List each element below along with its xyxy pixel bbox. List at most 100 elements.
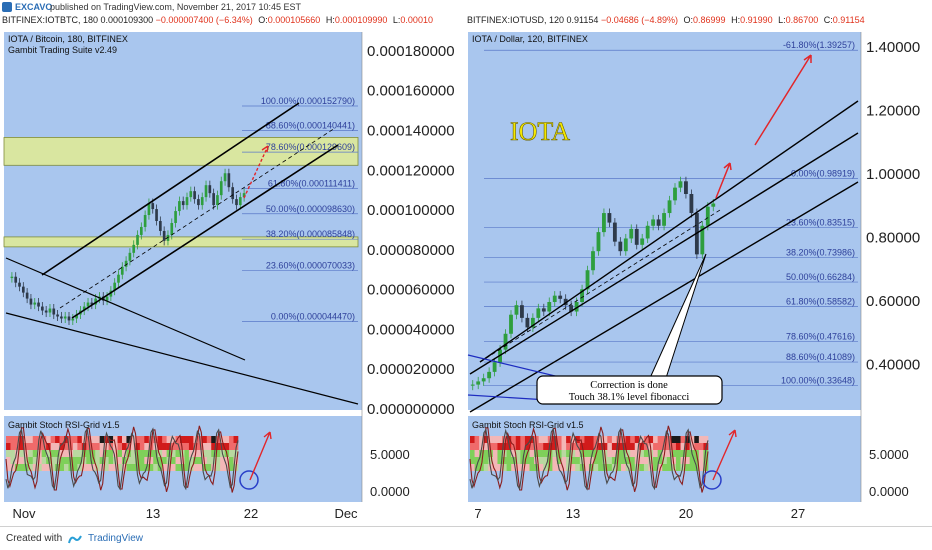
left-heat-cell [64,443,69,450]
left-heat-cell [104,450,109,457]
left-heat-cell [197,450,203,457]
right-heat-cell [529,436,535,443]
right-heat-cell [515,457,521,464]
left-low: 0.00010 [400,15,433,25]
left-heat-cell [23,443,29,450]
right-heat-cell [666,450,672,457]
left-x-tick-label: 22 [244,506,258,521]
right-heat-cell [479,464,485,471]
right-heat-cell [524,436,530,443]
right-heat-cell [625,443,631,450]
right-candle-body [574,302,579,312]
left-heat-cell [32,464,38,471]
left-heat-cell [211,443,216,450]
right-fib-label: -61.80%(1.39257) [783,40,855,50]
right-heat-cell [584,443,590,450]
left-heat-cell [86,450,92,457]
left-heat-cell [46,436,51,443]
tradingview-logo-icon [68,535,82,544]
right-heat-cell [470,450,475,457]
author-name[interactable]: EXCAVO [15,2,53,12]
left-heat-cell [229,464,234,471]
left-candle-body [242,193,246,198]
left-chart-title: IOTA / Bitcoin, 180, BITFINEX [8,34,128,44]
right-fib-label: 38.20%(0.73986) [786,248,855,258]
right-candle-body [689,194,694,214]
left-fib-label: 0.00%(0.000044470) [271,312,355,322]
right-heat-cell [561,443,567,450]
right-heat-cell [593,457,599,464]
right-heat-cell [630,450,636,457]
right-fib-label: 0.00%(0.98919) [791,168,855,178]
left-heat-cell [171,457,176,464]
right-heat-cell [671,450,677,457]
tradingview-brand-link[interactable]: TradingView [88,533,144,544]
left-heat-cell [28,436,34,443]
left-candle-body [60,316,63,319]
left-fib-label: 23.60%(0.000070033) [266,261,355,271]
right-heat-cell [497,450,503,457]
left-heat-cell [50,450,56,457]
left-open-label: O: [258,15,268,25]
right-heat-cell [694,436,700,443]
left-heat-cell [184,436,190,443]
right-heat-cell [561,436,567,443]
right-heat-cell [625,436,631,443]
left-fib-label: 88.60%(0.000140441) [266,121,355,131]
left-projection-arrow [243,145,269,199]
right-heat-cell [488,436,494,443]
right-candle-body [547,302,552,312]
left-heat-cell [37,464,42,471]
left-y-tick-label: 0.000020000 [367,361,455,378]
left-heat-cell [32,450,38,457]
right-candle-body [487,371,492,379]
right-change: −0.04686 (−4.89%) [600,15,678,25]
left-heat-cell [202,450,208,457]
right-heat-cell [616,436,622,443]
right-heat-cell [671,436,677,443]
right-heat-cell [474,464,480,471]
left-heat-cell [126,443,132,450]
right-heat-cell [657,457,663,464]
left-heat-cell [215,450,221,457]
right-heat-cell [666,464,672,471]
right-heat-cell [538,464,544,471]
right-heat-cell [543,443,549,450]
left-heat-cell [135,443,141,450]
left-heat-cell [99,457,105,464]
left-heat-cell [224,457,230,464]
left-heat-cell [90,464,96,471]
left-y-tick-label: 0.000040000 [367,321,455,338]
left-candle-body [117,274,120,283]
right-heat-cell [689,464,695,471]
right-heat-cell [561,450,567,457]
left-candle-body [94,298,97,305]
left-heat-cell [139,443,145,450]
left-heat-cell [90,436,96,443]
left-heat-cell [50,443,56,450]
left-heat-cell [206,450,212,457]
right-x-tick-label: 20 [679,506,693,521]
left-heat-cell [59,464,65,471]
right-heat-cell [566,443,571,450]
callout-line-2: Touch 38.1% level fibonacci [569,392,690,403]
left-heat-cell [32,443,38,450]
right-heat-cell [511,436,517,443]
left-heat-cell [6,457,11,464]
right-channel-lower-line [469,181,859,413]
right-heat-cell [575,457,581,464]
left-heat-cell [28,450,34,457]
left-candle-body [212,193,215,206]
right-indicator-title: Gambit Stoch RSI-Grid v1.5 [472,420,584,430]
left-heat-cell [215,457,221,464]
left-candle-body [18,282,21,287]
left-heat-cell [41,457,47,464]
right-heat-cell [689,443,695,450]
left-heat-cell [46,450,51,457]
left-heat-cell [166,443,172,450]
left-heat-cell [117,450,123,457]
left-heat-cell [220,464,225,471]
left-candle-body [52,308,56,315]
right-heat-cell [602,443,608,450]
right-candle-body [558,295,563,299]
